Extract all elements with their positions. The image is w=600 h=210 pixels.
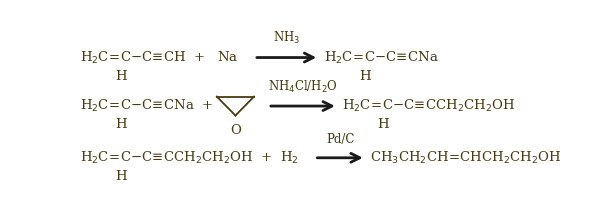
Text: H$_2$C$\!=\!$C$-$C$\!\equiv\!$CCH$_2$CH$_2$OH  +  H$_2$: H$_2$C$\!=\!$C$-$C$\!\equiv\!$CCH$_2$CH$… bbox=[80, 150, 298, 166]
Text: Pd/C: Pd/C bbox=[326, 134, 354, 147]
Text: NH$_3$: NH$_3$ bbox=[273, 30, 300, 46]
Text: H: H bbox=[115, 70, 127, 83]
Text: CH$_3$CH$_2$CH$\!=\!$CHCH$_2$CH$_2$OH: CH$_3$CH$_2$CH$\!=\!$CHCH$_2$CH$_2$OH bbox=[370, 150, 562, 166]
Text: H$_2$C$\!=\!$C$-$C$\!\equiv\!$CNa: H$_2$C$\!=\!$C$-$C$\!\equiv\!$CNa bbox=[324, 50, 439, 66]
Text: H$_2$C$\!=\!$C$-$C$\!\equiv\!$CNa  +: H$_2$C$\!=\!$C$-$C$\!\equiv\!$CNa + bbox=[80, 98, 212, 114]
Text: H: H bbox=[377, 118, 389, 131]
Text: H: H bbox=[115, 118, 127, 131]
Text: O: O bbox=[230, 124, 241, 137]
Text: NH$_4$Cl/H$_2$O: NH$_4$Cl/H$_2$O bbox=[268, 79, 338, 95]
Text: H$_2$C$\!=\!$C$-$C$\!\equiv\!$CH  +   Na: H$_2$C$\!=\!$C$-$C$\!\equiv\!$CH + Na bbox=[80, 50, 238, 66]
Text: H: H bbox=[115, 170, 127, 183]
Text: H: H bbox=[359, 70, 371, 83]
Text: H$_2$C$\!=\!$C$-$C$\!\equiv\!$CCH$_2$CH$_2$OH: H$_2$C$\!=\!$C$-$C$\!\equiv\!$CCH$_2$CH$… bbox=[343, 98, 516, 114]
